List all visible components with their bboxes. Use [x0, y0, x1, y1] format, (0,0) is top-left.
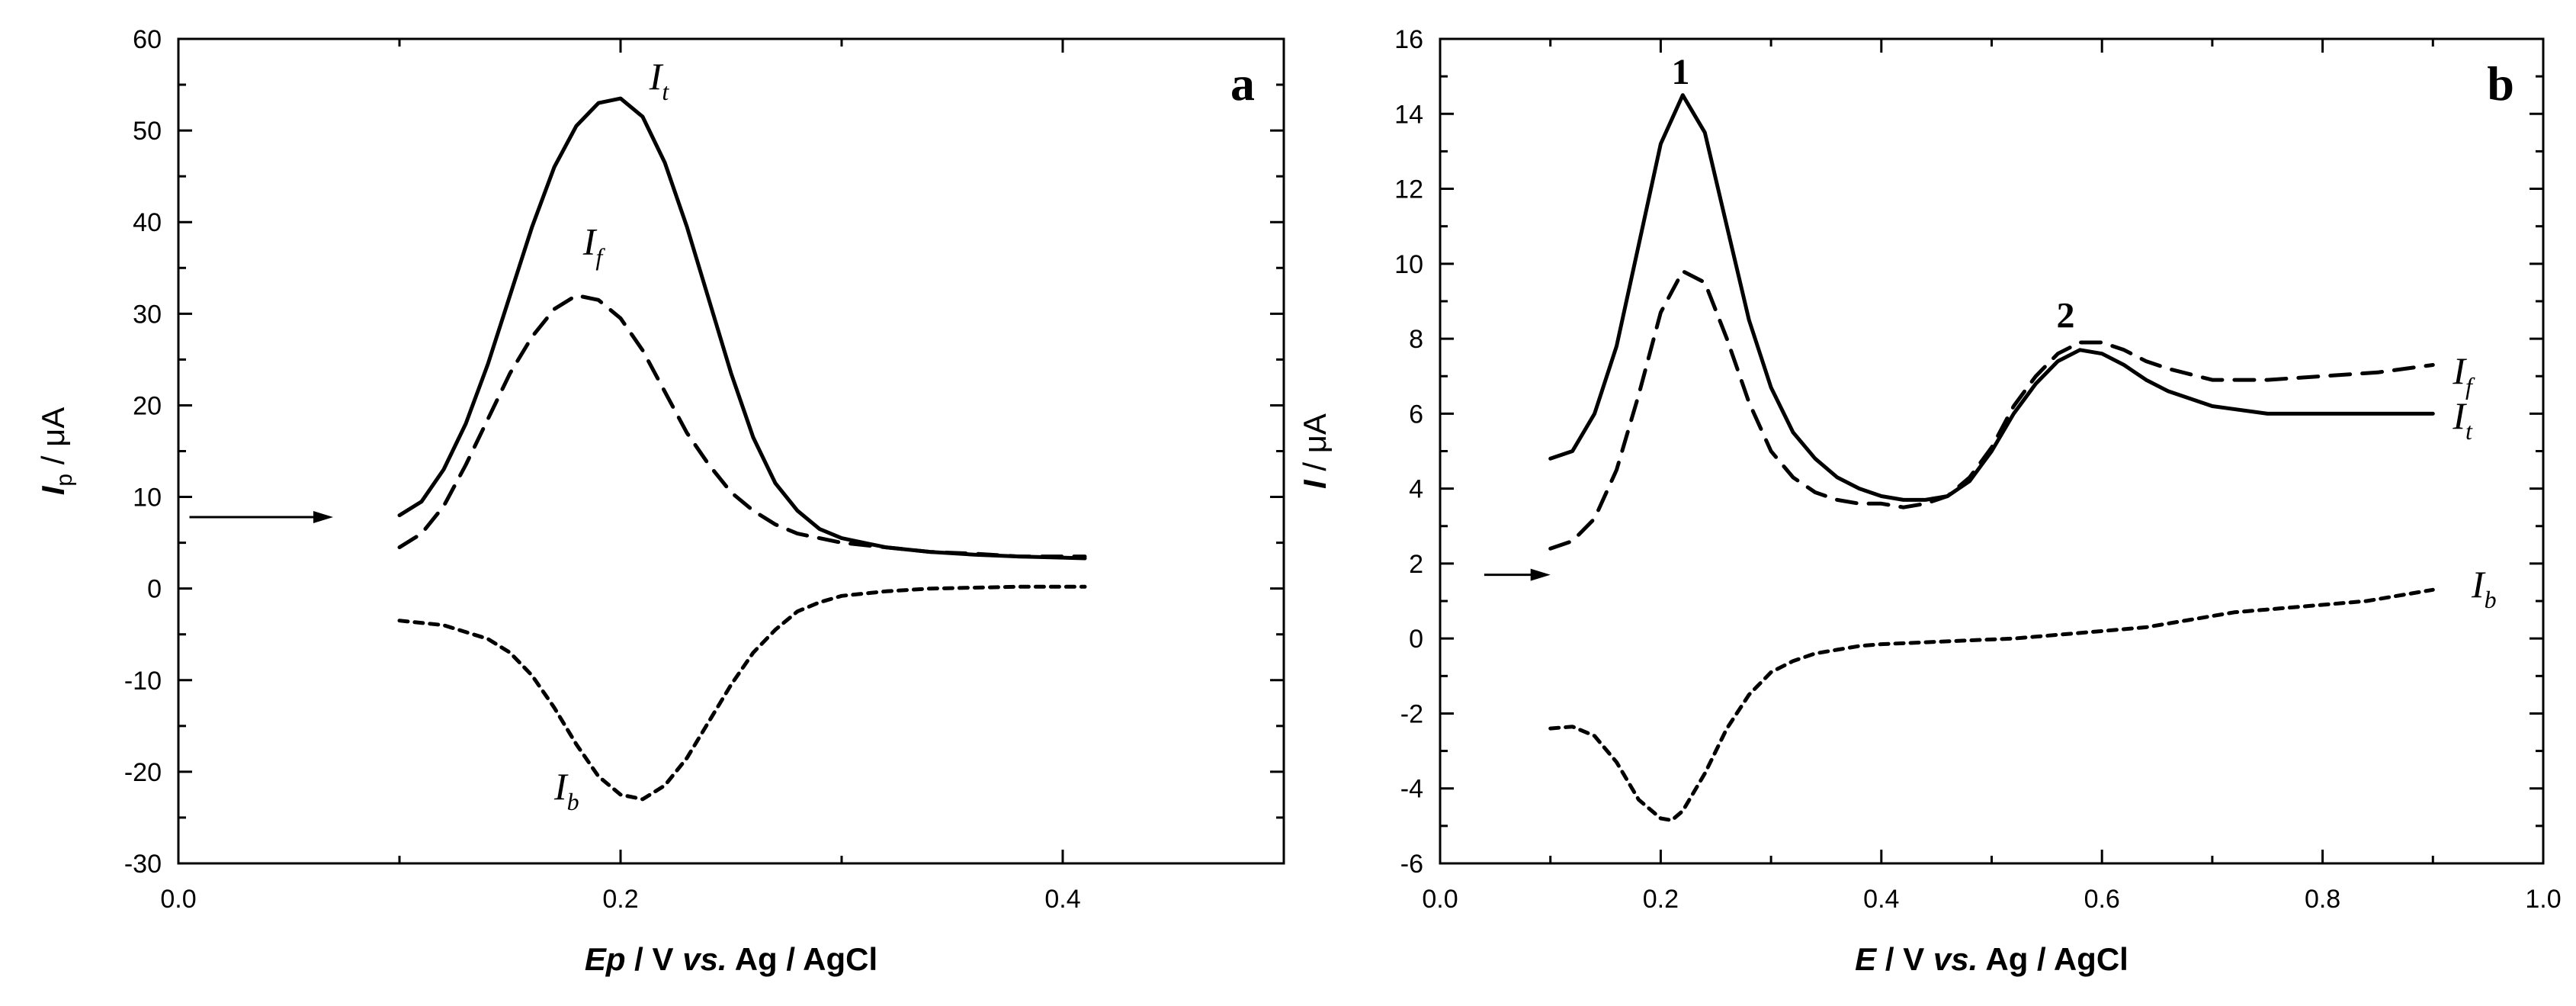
x-tick-label: 0.2 [602, 885, 638, 914]
y-tick-label: 14 [1394, 100, 1423, 129]
y-tick-label: 60 [133, 25, 162, 54]
series-If-line [1548, 269, 2435, 551]
y-tick-label: 0 [147, 575, 162, 604]
y-tick-label: 12 [1394, 175, 1423, 204]
series-It-line [1548, 93, 2435, 502]
x-axis-label: Ep / V vs. Ag / AgCl [585, 941, 877, 977]
x-tick-label: 0.0 [160, 885, 196, 914]
y-tick-label: 10 [1394, 250, 1423, 279]
x-tick-label: 0.6 [2084, 885, 2120, 914]
y-tick-label: 30 [133, 300, 162, 329]
x-tick-label: 0.8 [2305, 885, 2340, 914]
series-Ib-label: Ib [553, 765, 579, 815]
series-If-label: If [2452, 349, 2475, 400]
peak-label: 2 [2056, 295, 2074, 336]
x-tick-label: 0.4 [1044, 885, 1080, 914]
peak-label: 1 [1671, 52, 1689, 92]
panel-letter: b [2487, 56, 2514, 111]
y-tick-label: 20 [133, 391, 162, 420]
y-tick-label: 8 [1409, 325, 1423, 354]
y-tick-label: 10 [133, 484, 162, 513]
y-tick-label: -4 [1400, 775, 1423, 804]
y-axis-label: I / μA [1297, 413, 1333, 489]
y-tick-label: 6 [1409, 400, 1423, 429]
series-If-line [397, 293, 1087, 559]
y-tick-label: -10 [124, 667, 162, 696]
y-tick-label: -20 [124, 758, 162, 787]
plot-frame [177, 37, 1285, 865]
y-tick-label: 0 [1409, 625, 1423, 654]
y-tick-label: -2 [1400, 699, 1423, 728]
x-tick-label: 1.0 [2525, 885, 2561, 914]
arrow-indicator [1484, 568, 1551, 581]
y-axis-label: Ip / μA [35, 407, 77, 496]
x-tick-label: 0.2 [1643, 885, 1679, 914]
series-It-label: It [649, 55, 670, 105]
series-Ib-line [397, 584, 1087, 802]
y-tick-label: 40 [133, 208, 162, 237]
y-tick-label: 2 [1409, 550, 1423, 579]
chart-panel-a: 0.0 0.2 0.4 -30 -20 -10 0 10 20 30 40 50 60 Ep / V vs… [35, 25, 1285, 977]
y-tick-label: 16 [1394, 25, 1423, 54]
x-tick-label: 0.0 [1422, 885, 1458, 914]
arrow-indicator [189, 510, 333, 523]
panel-letter: a [1230, 56, 1255, 111]
series-Ib-line [1548, 587, 2435, 822]
x-axis-label: E / V vs. Ag / AgCl [1855, 941, 2128, 977]
series-It-label: It [2452, 394, 2473, 445]
y-tick-label: 4 [1409, 475, 1423, 504]
series-If-label: If [582, 220, 606, 270]
series-Ib-label: Ib [2471, 563, 2497, 613]
y-tick-label: -6 [1400, 850, 1423, 879]
x-tick-label: 0.4 [1863, 885, 1899, 914]
y-tick-label: 50 [133, 117, 162, 146]
y-tick-label: -30 [124, 850, 162, 879]
series-It-line [397, 96, 1087, 561]
